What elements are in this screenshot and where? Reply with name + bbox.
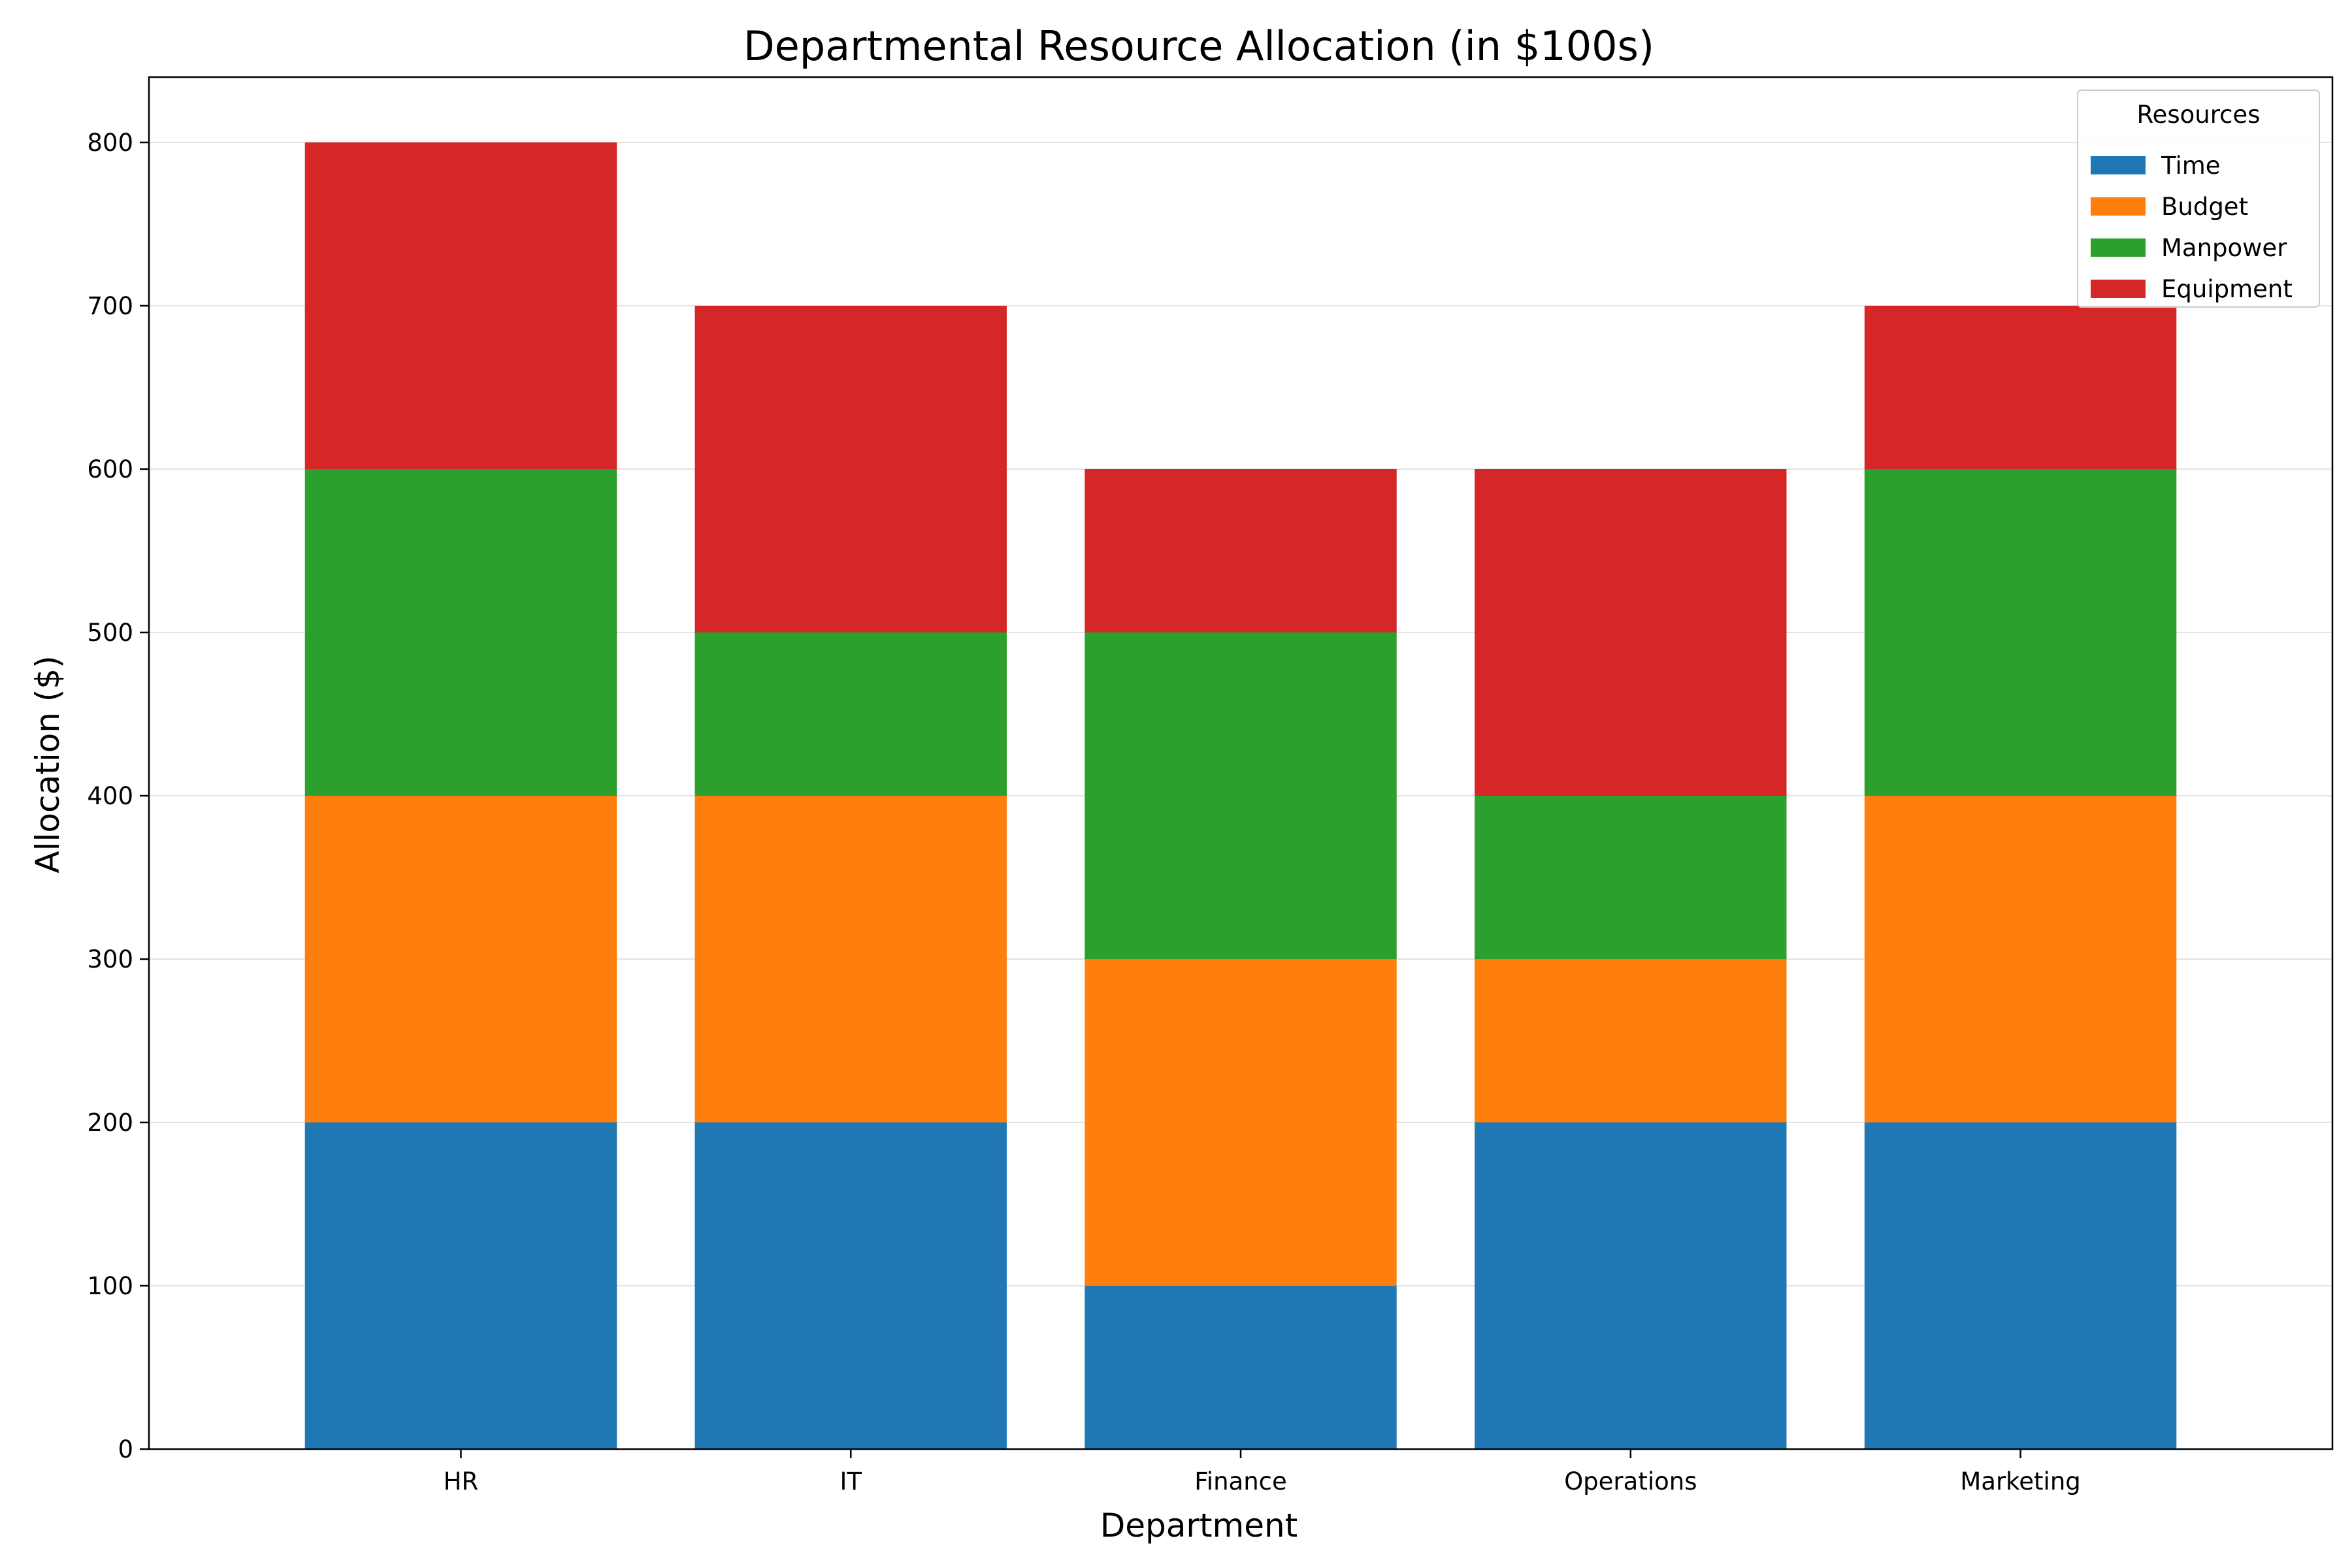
bar-budget-marketing — [1864, 796, 2177, 1122]
chart-title: Departmental Resource Allocation (in $10… — [743, 22, 1654, 70]
legend-swatch-time — [2091, 156, 2146, 174]
bar-equipment-finance — [1085, 469, 1397, 632]
y-tick-label: 200 — [87, 1109, 133, 1137]
bar-time-finance — [1085, 1286, 1397, 1449]
legend-items: Time Budget Manpower Equipment — [2091, 152, 2293, 303]
x-axis-ticks: HR IT Finance Operations Marketing — [444, 1449, 2081, 1495]
bar-equipment-marketing — [1864, 306, 2177, 469]
x-axis-label: Department — [1100, 1507, 1298, 1544]
y-tick-label: 700 — [87, 292, 133, 320]
x-tick-label: IT — [840, 1467, 862, 1495]
bar-equipment-hr — [304, 142, 617, 469]
y-tick-label: 500 — [87, 619, 133, 647]
legend-swatch-manpower — [2091, 238, 2146, 257]
y-tick-label: 400 — [87, 782, 133, 810]
legend-swatch-equipment — [2091, 280, 2146, 298]
y-tick-label: 100 — [87, 1272, 133, 1300]
legend-label-time: Time — [2161, 152, 2221, 180]
y-tick-label: 300 — [87, 945, 133, 973]
legend: Resources Time Budget Manpower Equipment — [2077, 90, 2320, 308]
y-axis-ticks: 0 100 200 300 400 500 600 700 800 — [87, 129, 149, 1463]
y-tick-label: 800 — [87, 129, 133, 157]
legend-label-manpower: Manpower — [2161, 234, 2287, 262]
legend-title: Resources — [2137, 101, 2261, 129]
legend-label-equipment: Equipment — [2161, 275, 2293, 303]
bar-budget-finance — [1085, 959, 1397, 1286]
bar-time-it — [694, 1122, 1007, 1449]
bar-budget-operations — [1475, 959, 1787, 1122]
bar-manpower-marketing — [1864, 469, 2177, 796]
y-axis-label: Allocation ($) — [29, 655, 67, 873]
x-tick-label: Marketing — [1960, 1467, 2080, 1495]
y-tick-label: 600 — [87, 455, 133, 483]
bar-equipment-it — [694, 306, 1007, 632]
bar-time-marketing — [1864, 1122, 2177, 1449]
legend-label-budget: Budget — [2161, 193, 2248, 221]
x-tick-label: HR — [444, 1467, 479, 1495]
bar-time-hr — [304, 1122, 617, 1449]
x-tick-label: Operations — [1564, 1467, 1697, 1495]
legend-swatch-budget — [2091, 197, 2146, 216]
y-tick-label: 0 — [118, 1435, 133, 1463]
bar-manpower-it — [694, 632, 1007, 796]
bar-time-operations — [1475, 1122, 1787, 1449]
bars — [304, 142, 2177, 1449]
bar-budget-hr — [304, 796, 617, 1122]
bar-manpower-finance — [1085, 632, 1397, 959]
bar-manpower-operations — [1475, 796, 1787, 959]
bar-manpower-hr — [304, 469, 617, 796]
bar-budget-it — [694, 796, 1007, 1122]
bar-equipment-operations — [1475, 469, 1787, 796]
x-tick-label: Finance — [1194, 1467, 1287, 1495]
